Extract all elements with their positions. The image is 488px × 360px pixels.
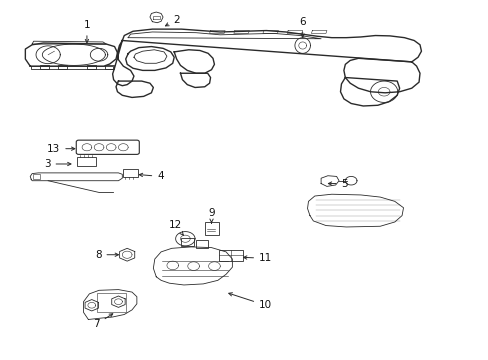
Bar <box>58 66 66 69</box>
Bar <box>123 169 138 177</box>
Text: 3: 3 <box>44 159 71 169</box>
Bar <box>77 157 96 166</box>
Bar <box>33 174 41 179</box>
Text: 9: 9 <box>208 208 214 223</box>
Text: 11: 11 <box>243 253 272 263</box>
Text: 8: 8 <box>95 250 118 260</box>
Text: 13: 13 <box>47 144 75 154</box>
Text: 4: 4 <box>139 171 163 181</box>
Text: 7: 7 <box>93 314 113 329</box>
Bar <box>204 222 219 235</box>
Text: 1: 1 <box>83 20 90 43</box>
Text: 12: 12 <box>168 220 183 235</box>
Text: 10: 10 <box>228 293 272 310</box>
Bar <box>97 293 125 312</box>
Bar <box>219 250 242 261</box>
Bar <box>196 240 208 248</box>
Text: 6: 6 <box>299 17 305 37</box>
Bar <box>104 66 113 69</box>
Bar <box>40 66 48 69</box>
Bar <box>87 66 96 69</box>
Text: 5: 5 <box>328 179 347 189</box>
Text: 2: 2 <box>165 15 180 26</box>
Bar <box>181 238 193 246</box>
